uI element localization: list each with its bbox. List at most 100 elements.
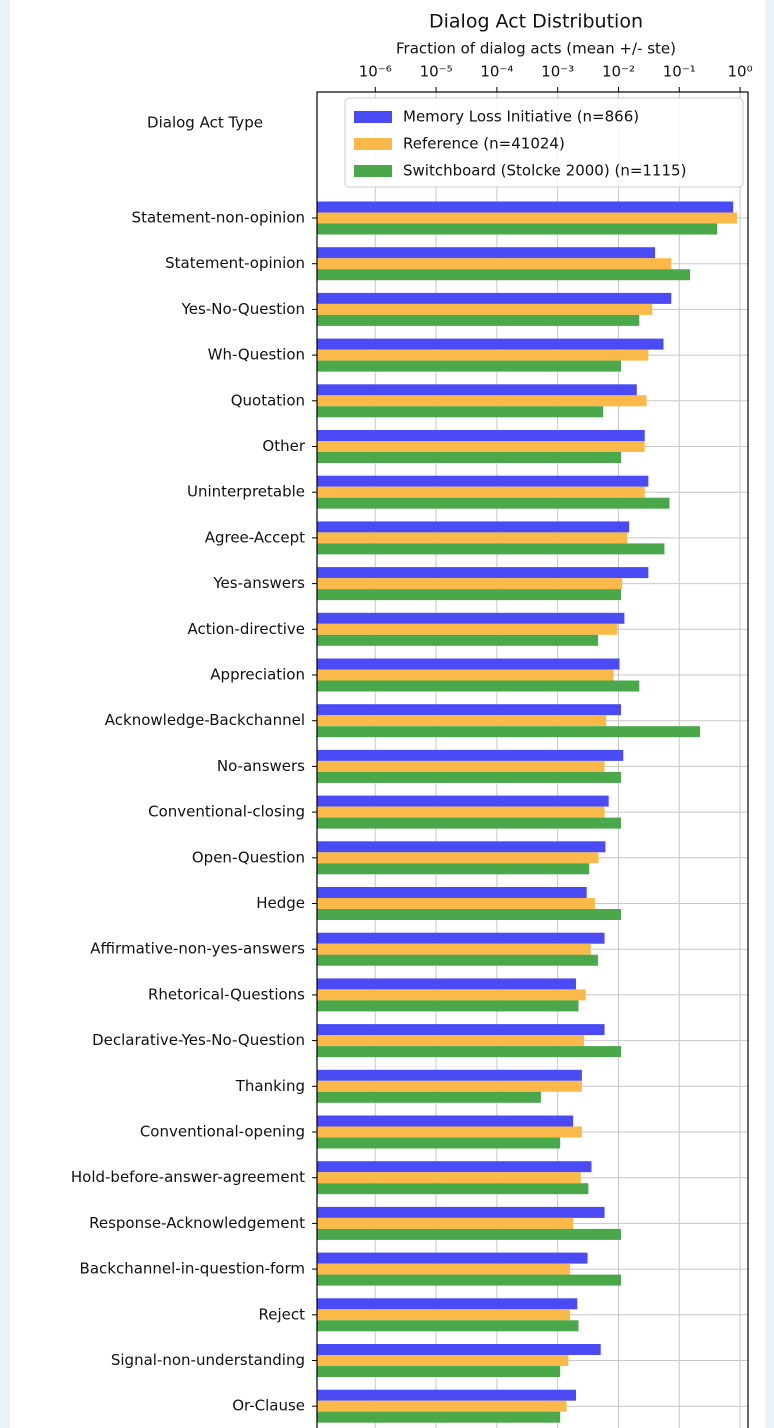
bar — [317, 1344, 601, 1355]
bar — [317, 258, 672, 270]
bar — [317, 1137, 561, 1149]
bar — [317, 212, 737, 224]
bar — [317, 292, 672, 304]
bar — [317, 497, 670, 509]
bar — [317, 338, 664, 350]
bar — [317, 771, 621, 783]
y-tick-label: Appreciation — [210, 666, 305, 684]
plot-frame — [316, 91, 749, 1428]
x-tick-label: 10⁻⁶ — [359, 63, 392, 81]
y-tick-label: Action-directive — [187, 620, 305, 638]
bar — [317, 1263, 571, 1275]
bar — [317, 887, 587, 898]
bar — [317, 1411, 561, 1423]
bar — [317, 1046, 621, 1058]
y-axis-label: Dialog Act Type — [147, 114, 263, 132]
bar — [317, 634, 598, 646]
y-tick-label: Hold-before-answer-agreement — [71, 1168, 305, 1186]
x-tick-label: 10⁻¹ — [663, 63, 696, 81]
y-tick-label: Yes-answers — [212, 574, 305, 592]
bar — [317, 1024, 605, 1036]
y-tick-label: Declarative-Yes-No-Question — [92, 1031, 305, 1049]
bar — [317, 817, 621, 829]
bar — [317, 223, 718, 235]
bar — [317, 726, 701, 738]
bar — [317, 360, 621, 372]
y-tick-label: Uninterpretable — [187, 483, 305, 501]
legend-label: Switchboard (Stolcke 2000) (n=1115) — [403, 162, 686, 180]
y-tick-label: Statement-opinion — [165, 254, 305, 272]
x-tick-label: 10⁻⁵ — [420, 63, 453, 81]
y-tick-label: Agree-Accept — [205, 528, 305, 546]
bar — [317, 1366, 561, 1377]
bar — [317, 1172, 581, 1184]
bar — [317, 384, 637, 396]
bar — [317, 943, 591, 955]
bar — [317, 863, 590, 875]
bar — [317, 1069, 582, 1081]
bar — [317, 441, 645, 452]
bar — [317, 349, 649, 361]
bar — [317, 806, 605, 818]
bar — [317, 978, 576, 990]
bar — [317, 269, 690, 281]
x-tick-label: 10⁻² — [602, 63, 635, 81]
bar — [317, 1217, 574, 1229]
bar — [317, 909, 621, 920]
y-tick-label: Acknowledge-Backchannel — [105, 711, 305, 729]
bar — [317, 989, 586, 1001]
bar — [317, 430, 645, 441]
bar — [317, 841, 606, 853]
legend-label: Reference (n=41024) — [403, 135, 565, 153]
y-tick-label: Yes-No-Question — [181, 300, 305, 318]
bar — [317, 760, 605, 772]
bar — [317, 578, 623, 590]
bar — [317, 589, 621, 601]
bar — [317, 1355, 569, 1366]
y-tick-label: Hedge — [256, 894, 305, 912]
bar — [317, 1400, 567, 1412]
x-tick-label: 10⁻⁴ — [480, 63, 513, 81]
bar — [317, 303, 653, 315]
bar — [317, 680, 640, 692]
bar — [317, 1000, 579, 1012]
y-tick-label: Backchannel-in-question-form — [80, 1260, 305, 1278]
bar — [317, 1298, 578, 1310]
bar — [317, 1080, 582, 1092]
bar — [317, 532, 628, 544]
bar — [317, 954, 598, 966]
bar — [317, 475, 649, 487]
bar — [317, 898, 595, 909]
bar — [317, 567, 649, 579]
y-tick-label: Quotation — [231, 391, 305, 409]
bar — [317, 247, 656, 259]
y-tick-label: No-answers — [217, 757, 305, 775]
bar — [317, 715, 607, 727]
bar — [317, 1126, 582, 1138]
bar — [317, 932, 605, 944]
bar — [317, 395, 647, 407]
y-tick-label: Statement-non-opinion — [132, 209, 305, 227]
bar — [317, 314, 640, 326]
legend-swatch — [354, 111, 392, 123]
bar — [317, 521, 630, 533]
bar — [317, 406, 604, 418]
bar — [317, 704, 621, 716]
bar — [317, 669, 614, 681]
bar — [317, 623, 618, 635]
bar — [317, 612, 625, 624]
bar — [317, 1389, 576, 1401]
bar — [317, 1320, 579, 1332]
legend-box — [344, 97, 744, 188]
y-tick-label: Conventional-opening — [140, 1123, 305, 1141]
bar — [317, 1091, 541, 1103]
legend-swatch — [354, 138, 392, 150]
bar — [317, 543, 665, 555]
y-tick-label: Rhetorical-Questions — [148, 985, 305, 1003]
bar — [317, 452, 621, 463]
bar — [317, 1274, 621, 1286]
y-tick-label: Wh-Question — [208, 346, 305, 364]
y-tick-label: Other — [262, 437, 305, 455]
